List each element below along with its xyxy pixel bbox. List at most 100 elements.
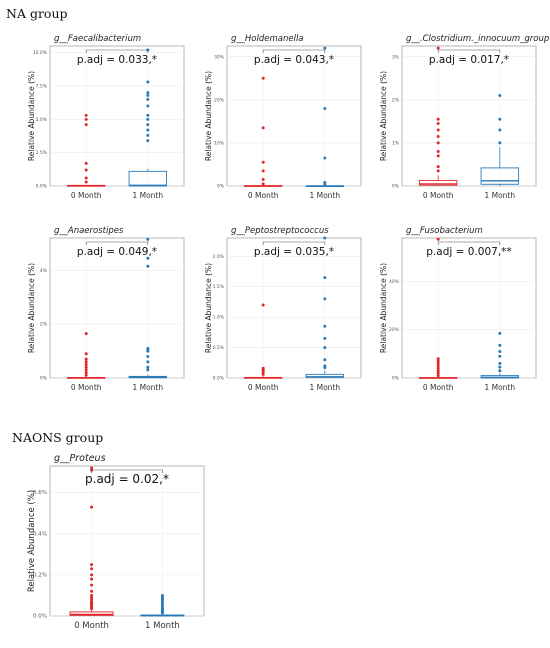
y-tick-label: 40% <box>389 279 400 285</box>
naons-group-title: NAONS group <box>12 430 104 445</box>
outlier-point <box>146 117 150 121</box>
outlier-point <box>84 352 88 356</box>
box <box>418 179 458 186</box>
outlier-point <box>90 596 94 600</box>
outlier-point <box>146 264 150 268</box>
x-tick-label: 1 Month <box>484 191 515 200</box>
outlier-point <box>261 178 265 182</box>
outlier-point <box>160 600 164 604</box>
box <box>128 170 168 187</box>
outlier-point <box>498 349 502 353</box>
outlier-point <box>146 237 150 241</box>
y-tick-label: 0.0% <box>36 184 48 190</box>
outlier-point <box>436 169 440 173</box>
outlier-point <box>146 354 150 358</box>
outlier-point <box>436 369 440 373</box>
y-tick-label: 0% <box>217 184 225 190</box>
outlier-point <box>90 593 94 597</box>
y-tick-label: 0.0% <box>213 376 225 382</box>
panel-title: g__Faecalibacterium <box>54 34 141 44</box>
plot-frame <box>401 45 537 187</box>
proteus-boxplot: 0.0% 0.2% 0.4% 0.6% g__Proteus Relative Abund… <box>27 453 205 631</box>
outlier-point <box>84 368 88 372</box>
outlier-point <box>323 236 327 240</box>
outlier-point <box>498 365 502 369</box>
y-tick-label: 0% <box>392 184 400 190</box>
y-tick-label: 10% <box>214 140 225 146</box>
y-axis-label: Relative Abundance (%) <box>204 71 213 161</box>
outlier-point <box>436 117 440 121</box>
x-tick-label: 1 Month <box>309 383 340 392</box>
outlier-point <box>84 117 88 121</box>
outlier-point <box>261 303 265 307</box>
outlier-point <box>84 371 88 375</box>
y-axis-label: Relative Abundance (%) <box>379 263 388 353</box>
outlier-point <box>323 276 327 280</box>
x-tick-label: 0 Month <box>74 621 109 631</box>
x-tick-label: 0 Month <box>248 383 279 392</box>
outlier-point <box>146 256 150 260</box>
outlier-point <box>160 604 164 608</box>
outlier-point <box>498 331 502 335</box>
outlier-point <box>323 364 327 368</box>
outlier-point <box>323 324 327 328</box>
outlier-point <box>146 133 150 137</box>
outlier-point <box>498 117 502 121</box>
outlier-point <box>498 141 502 145</box>
panel-title: g__.Clostridium._innocuum_group <box>406 34 549 44</box>
y-tick-label: 20% <box>214 97 225 103</box>
outlier-point <box>84 113 88 117</box>
outlier-point <box>90 563 94 567</box>
y-axis-label: Relative Abundance (%) <box>204 263 213 353</box>
panel-title: g__Anaerostipes <box>54 226 124 236</box>
p-adj-annotation: p.adj = 0.007,** <box>426 246 511 258</box>
outlier-point <box>146 123 150 127</box>
outlier-point <box>160 602 164 606</box>
outlier-point <box>436 357 440 361</box>
y-axis-label: Relative Abundance (%) <box>379 71 388 161</box>
outlier-point <box>323 297 327 301</box>
plot-frame <box>401 237 537 379</box>
p-adj-annotation: p.adj = 0.049,* <box>77 246 157 258</box>
y-tick-label: 1.0% <box>213 315 225 321</box>
panel-title: g__Fusobacterium <box>406 226 483 236</box>
y-tick-label: 0.6% <box>33 490 47 496</box>
y-tick-label: 20% <box>389 327 400 333</box>
outlier-point <box>436 366 440 370</box>
clostridium-innocuum-boxplot: 0% 1% 2% 3% g__.Clostridium._innocuum_group R… <box>379 34 549 200</box>
outlier-point <box>160 598 164 602</box>
outlier-point <box>261 160 265 164</box>
outlier-point <box>90 583 94 587</box>
y-axis-label: Relative Abundance (%) <box>27 71 36 161</box>
significance-bracket <box>91 469 163 473</box>
outlier-point <box>323 46 327 50</box>
outlier-point <box>436 237 440 241</box>
y-tick-label: 2.0% <box>213 254 225 260</box>
y-tick-label: 30% <box>214 54 225 60</box>
y-tick-label: 3% <box>392 54 400 60</box>
outlier-point <box>160 596 164 600</box>
outlier-point <box>323 181 327 185</box>
outlier-point <box>84 363 88 367</box>
p-adj-annotation: p.adj = 0.017,* <box>429 54 509 66</box>
y-tick-label: 1.5% <box>213 284 225 290</box>
y-tick-label: 5.0% <box>36 117 48 123</box>
outlier-point <box>261 169 265 173</box>
outlier-point <box>84 123 88 127</box>
outlier-point <box>498 94 502 98</box>
x-tick-label: 0 Month <box>423 191 454 200</box>
outlier-point <box>261 366 265 370</box>
y-tick-label: 7.5% <box>36 84 48 90</box>
panel-title: g__Proteus <box>54 453 106 464</box>
outlier-point <box>146 113 150 117</box>
plot-frame <box>49 45 185 187</box>
outlier-point <box>146 365 150 369</box>
significance-bracket <box>262 49 326 53</box>
significance-bracket <box>85 241 149 245</box>
y-axis-label: Relative Abundance (%) <box>27 263 36 353</box>
x-tick-label: 0 Month <box>248 191 279 200</box>
x-tick-label: 1 Month <box>132 191 163 200</box>
outlier-point <box>146 368 150 372</box>
outlier-point <box>146 346 150 350</box>
plot-frame <box>49 465 205 617</box>
